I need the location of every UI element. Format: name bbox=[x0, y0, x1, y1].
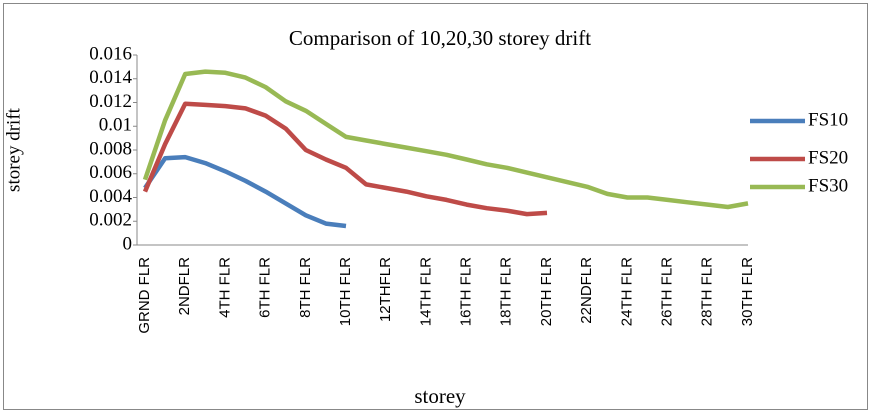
x-tick-label: 30TH FLR bbox=[739, 257, 756, 326]
y-tick-label: 0.016 bbox=[89, 43, 132, 64]
series-line bbox=[142, 69, 749, 210]
legend-label: FS20 bbox=[808, 147, 848, 168]
x-tick-label: 4TH FLR bbox=[216, 257, 233, 318]
y-tick-label: 0.004 bbox=[89, 186, 132, 207]
x-tick-label: 12THFLR bbox=[377, 257, 394, 322]
y-axis-label: storey drift bbox=[3, 107, 24, 192]
legend-label: FS10 bbox=[808, 109, 848, 130]
y-tick-label: 0.01 bbox=[99, 115, 132, 136]
series-line bbox=[143, 154, 347, 229]
y-tick-label: 0.006 bbox=[89, 162, 132, 183]
y-tick-label: 0.002 bbox=[89, 210, 132, 231]
x-tick-label: 18TH FLR bbox=[498, 257, 515, 326]
x-tick-label: 2NDFLR bbox=[176, 257, 193, 316]
y-tick-label: 0.014 bbox=[89, 67, 132, 88]
x-tick-label: 16TH FLR bbox=[458, 257, 475, 326]
x-tick-label: 22NDFLR bbox=[578, 257, 595, 324]
x-tick-label: 10TH FLR bbox=[337, 257, 354, 326]
x-tick-label: 28TH FLR bbox=[699, 257, 716, 326]
x-tick-label: 6TH FLR bbox=[257, 257, 274, 318]
chart-title: Comparison of 10,20,30 storey drift bbox=[289, 26, 591, 50]
x-axis-label: storey bbox=[414, 384, 466, 408]
x-tick-label: 8TH FLR bbox=[297, 257, 314, 318]
y-tick-label: 0 bbox=[123, 233, 133, 254]
x-tick-label: 20TH FLR bbox=[538, 257, 555, 326]
legend-label: FS30 bbox=[808, 175, 848, 196]
x-tick-label: 24TH FLR bbox=[618, 257, 635, 326]
x-tick-label: 14TH FLR bbox=[417, 257, 434, 326]
y-tick-label: 0.008 bbox=[89, 138, 132, 159]
series-line bbox=[142, 101, 548, 217]
y-tick-label: 0.012 bbox=[89, 91, 132, 112]
x-tick-label: 26TH FLR bbox=[659, 257, 676, 326]
x-tick-label: GRND FLR bbox=[136, 257, 153, 334]
